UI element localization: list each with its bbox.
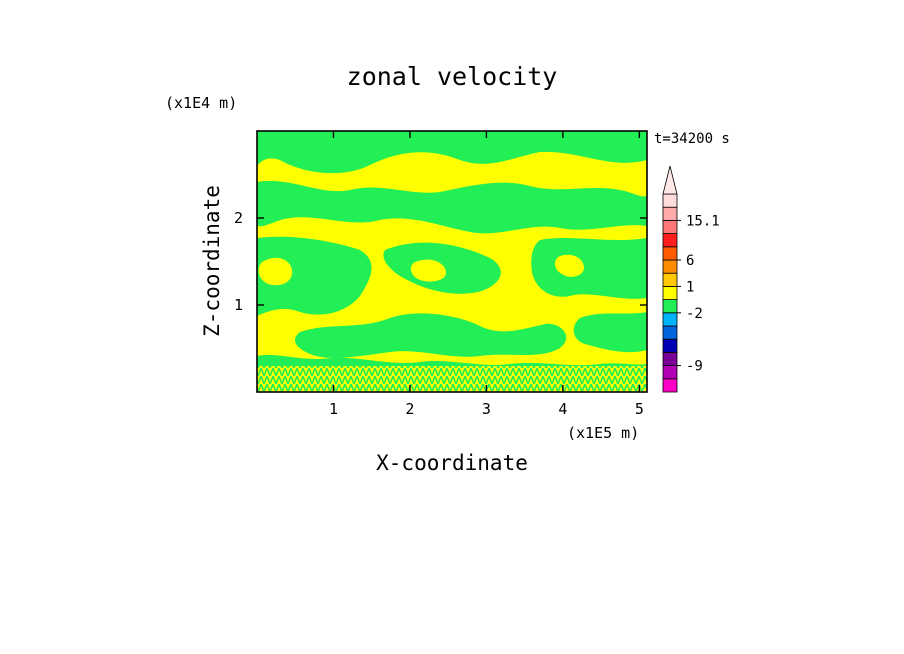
x-tick-label: 5 (635, 400, 644, 418)
negative-region-right-lower (573, 312, 647, 353)
colorbar-level (662, 206, 678, 221)
surface-hatched-band (257, 366, 647, 392)
positive-island-left (258, 257, 293, 286)
colorbar-level (662, 219, 678, 234)
colorbar-label: 1 (686, 279, 694, 295)
x-tick-label: 3 (482, 400, 491, 418)
x-unit-label: (x1E5 m) (567, 424, 639, 442)
colorbar-label: 6 (686, 253, 694, 269)
time-label: t=34200 s (654, 131, 730, 147)
colorbar-level (662, 272, 678, 287)
x-axis-label: X-coordinate (376, 451, 528, 475)
colorbar-level (662, 246, 678, 261)
colorbar-label: -9 (686, 359, 703, 375)
colorbar-level (662, 365, 678, 380)
colorbar-level (662, 312, 678, 327)
x-tick-label: 4 (558, 400, 567, 418)
colorbar-level (662, 325, 678, 340)
colorbar: 15.1 6 1 -2 -9 (662, 165, 720, 393)
negative-region-right-mid (531, 238, 647, 299)
y-unit-label: (x1E4 m) (165, 94, 237, 112)
positive-island-center (410, 259, 447, 282)
colorbar-label: -2 (686, 306, 703, 322)
y-axis-label: Z-coordinate (200, 185, 224, 337)
plot-frame (256, 130, 648, 393)
contour-field (257, 131, 647, 392)
colorbar-label: 15.1 (686, 213, 720, 229)
negative-region-left-large (257, 236, 372, 316)
negative-region-upper-band (257, 180, 647, 234)
negative-region-lower-center (295, 313, 567, 358)
y-axis-ticks: 12 (234, 209, 647, 314)
x-tick-label: 1 (329, 400, 338, 418)
colorbar-level (662, 193, 678, 208)
positive-island-right (554, 254, 584, 277)
negative-region-top (257, 131, 647, 174)
field-positive-islands (258, 254, 584, 286)
chart-title: zonal velocity (347, 62, 558, 91)
colorbar-level (662, 285, 678, 300)
colorbar-level (662, 351, 678, 366)
colorbar-level (662, 338, 678, 353)
colorbar-level (662, 299, 678, 314)
y-tick-label: 2 (234, 209, 243, 227)
field-negative-regions (257, 131, 647, 392)
colorbar-extend-arrow (662, 165, 678, 195)
colorbar-level (662, 378, 678, 393)
x-axis-ticks: 1 2 3 4 5 (329, 131, 644, 418)
colorbar-level (662, 259, 678, 274)
y-tick-label: 1 (234, 296, 243, 314)
colorbar-level (662, 233, 678, 248)
x-tick-label: 2 (405, 400, 414, 418)
